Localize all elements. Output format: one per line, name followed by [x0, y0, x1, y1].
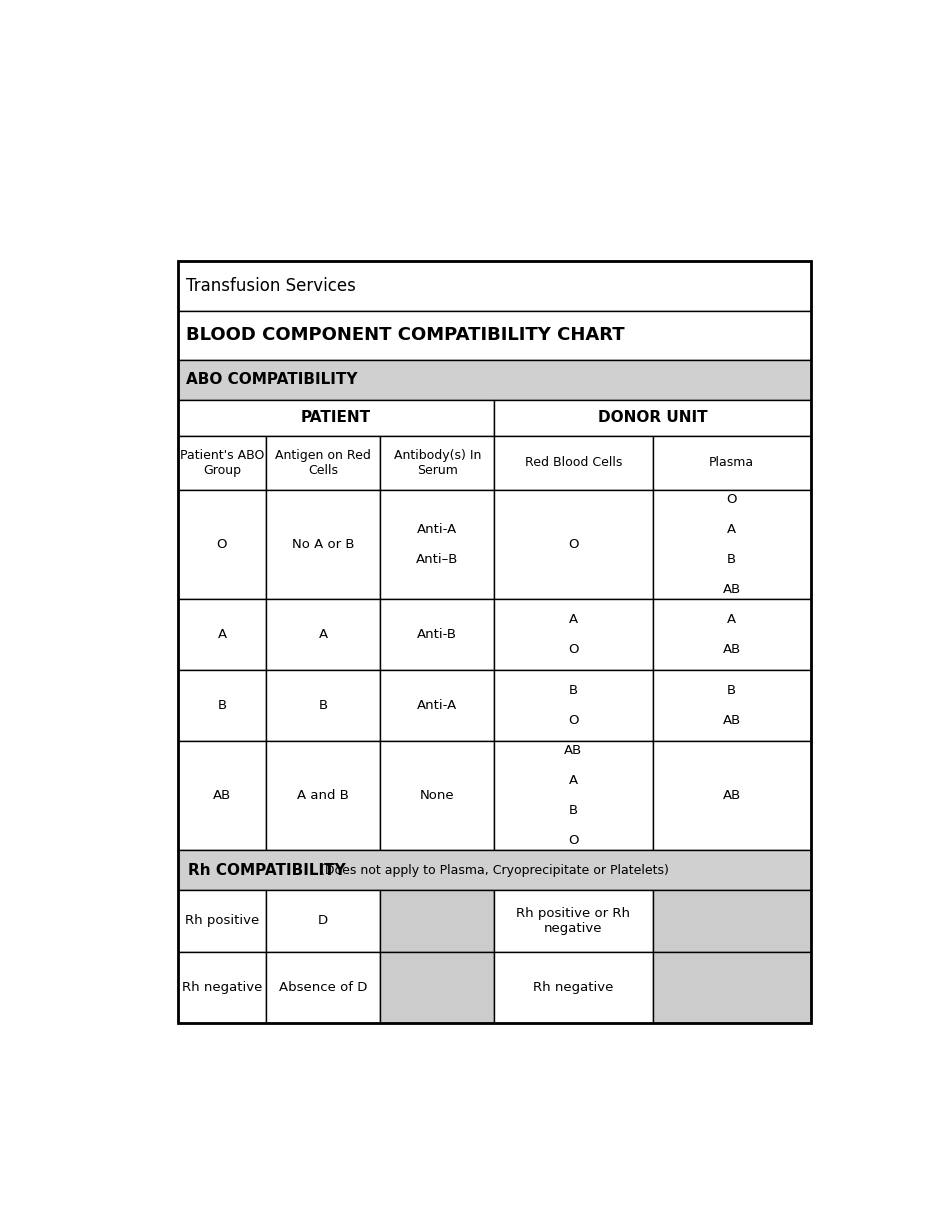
- Text: O: O: [568, 539, 579, 551]
- Text: Transfusion Services: Transfusion Services: [186, 277, 356, 295]
- Bar: [653, 599, 811, 670]
- Bar: [178, 599, 266, 670]
- Text: AB: AB: [213, 790, 231, 802]
- Bar: [178, 491, 266, 599]
- Bar: [653, 435, 811, 491]
- Text: Absence of D: Absence of D: [279, 980, 368, 994]
- Text: A: A: [218, 629, 226, 641]
- Text: Antigen on Red
Cells: Antigen on Red Cells: [276, 449, 371, 477]
- Text: O

A

B

AB: O A B AB: [723, 493, 741, 597]
- Text: Patient's ABO
Group: Patient's ABO Group: [180, 449, 264, 477]
- Bar: [494, 400, 811, 435]
- Bar: [494, 952, 653, 1022]
- Text: Rh negative: Rh negative: [533, 980, 614, 994]
- Text: Rh negative: Rh negative: [181, 980, 262, 994]
- Text: A

AB: A AB: [723, 614, 741, 657]
- Bar: [653, 670, 811, 742]
- Text: Rh COMPATIBILITY: Rh COMPATIBILITY: [188, 862, 346, 878]
- Text: Plasma: Plasma: [709, 456, 754, 470]
- Bar: [178, 742, 266, 850]
- Bar: [380, 435, 494, 491]
- Bar: [178, 261, 810, 310]
- Bar: [266, 891, 380, 952]
- Bar: [178, 850, 810, 891]
- Text: A: A: [318, 629, 328, 641]
- Bar: [266, 670, 380, 742]
- Bar: [494, 742, 653, 850]
- Bar: [380, 599, 494, 670]
- Text: B

O: B O: [568, 684, 579, 727]
- Bar: [380, 491, 494, 599]
- Bar: [266, 599, 380, 670]
- Bar: [178, 359, 810, 400]
- Text: PATIENT: PATIENT: [301, 410, 371, 426]
- Bar: [494, 891, 653, 952]
- Bar: [494, 435, 653, 491]
- Text: No A or B: No A or B: [292, 539, 354, 551]
- Bar: [653, 491, 811, 599]
- Bar: [178, 670, 266, 742]
- Text: Anti-A: Anti-A: [417, 700, 457, 712]
- Text: A

O: A O: [568, 614, 579, 657]
- Text: B

AB: B AB: [723, 684, 741, 727]
- Bar: [653, 952, 811, 1022]
- Text: B: B: [218, 700, 226, 712]
- Bar: [653, 891, 811, 952]
- Bar: [178, 400, 494, 435]
- Bar: [178, 891, 266, 952]
- Bar: [494, 670, 653, 742]
- Text: DONOR UNIT: DONOR UNIT: [598, 410, 708, 426]
- Bar: [380, 670, 494, 742]
- Text: Rh positive: Rh positive: [185, 914, 259, 927]
- Bar: [653, 742, 811, 850]
- Text: A and B: A and B: [297, 790, 350, 802]
- Bar: [494, 599, 653, 670]
- Bar: [266, 491, 380, 599]
- Bar: [494, 491, 653, 599]
- Text: Anti-A

Anti–B: Anti-A Anti–B: [416, 524, 459, 566]
- Text: Red Blood Cells: Red Blood Cells: [524, 456, 622, 470]
- Bar: [178, 310, 810, 359]
- Bar: [266, 742, 380, 850]
- Text: B: B: [318, 700, 328, 712]
- Text: D: D: [318, 914, 329, 927]
- Text: None: None: [420, 790, 454, 802]
- Bar: [380, 891, 494, 952]
- Bar: [266, 435, 380, 491]
- Text: BLOOD COMPONENT COMPATIBILITY CHART: BLOOD COMPONENT COMPATIBILITY CHART: [186, 326, 625, 344]
- Bar: [380, 952, 494, 1022]
- Bar: [178, 435, 266, 491]
- Text: ABO COMPATIBILITY: ABO COMPATIBILITY: [186, 373, 358, 387]
- Text: Anti-B: Anti-B: [417, 629, 457, 641]
- Text: Rh positive or Rh
negative: Rh positive or Rh negative: [517, 907, 631, 935]
- Text: O: O: [217, 539, 227, 551]
- Bar: [178, 261, 810, 1022]
- Bar: [380, 742, 494, 850]
- Text: AB: AB: [723, 790, 741, 802]
- Text: (Does not apply to Plasma, Cryoprecipitate or Platelets): (Does not apply to Plasma, Cryoprecipita…: [316, 863, 669, 877]
- Text: AB

A

B

O: AB A B O: [564, 744, 582, 847]
- Bar: [266, 952, 380, 1022]
- Text: Antibody(s) In
Serum: Antibody(s) In Serum: [393, 449, 481, 477]
- Bar: [178, 952, 266, 1022]
